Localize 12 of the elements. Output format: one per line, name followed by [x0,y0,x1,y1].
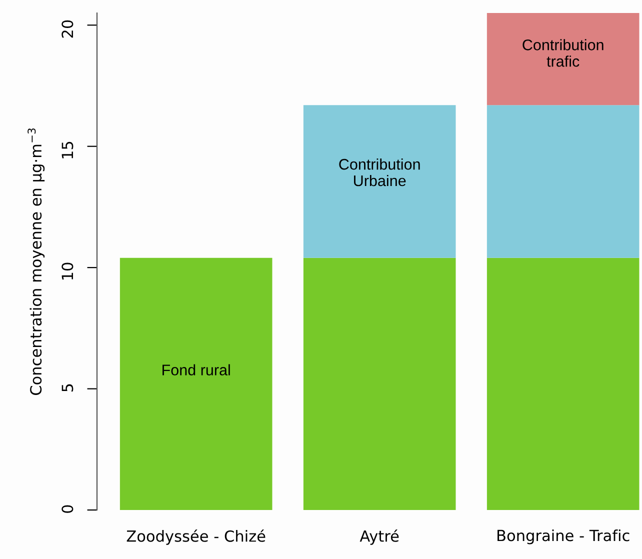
y-tick-label: 20 [62,20,74,38]
y-axis-title: Concentration moyenne en µg·m$^{−3}$ [28,128,45,396]
y-tick-label: 10 [62,262,74,280]
y-tick-label: 5 [62,384,74,392]
series-label: Contribution trafic [522,39,604,67]
x-tick-label: Bongraine - Trafic [498,529,630,544]
series-label: Fond rural [162,364,230,376]
series-label: Contribution Urbaine [339,158,420,186]
x-tick-label: Aytré [360,529,399,545]
y-tick-label: 0 [62,505,74,513]
y-tick-label: 15 [62,142,74,158]
x-tick-label: Zoodyssée - Chizé [126,529,266,545]
